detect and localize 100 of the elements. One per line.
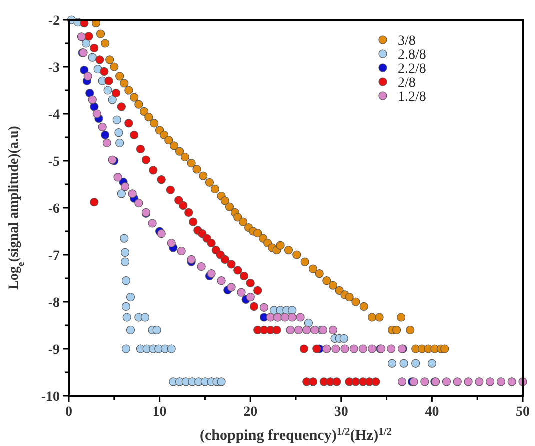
- point: [350, 344, 358, 354]
- point: [302, 326, 312, 334]
- point: [294, 326, 304, 334]
- point: [340, 344, 350, 354]
- point: [88, 53, 97, 62]
- legend-label: 3/8: [398, 34, 416, 49]
- point: [420, 378, 430, 386]
- y-tick-label: -4: [48, 108, 60, 123]
- x-tick-label: 10: [152, 405, 167, 420]
- point: [288, 306, 297, 315]
- point: [88, 96, 97, 104]
- point: [322, 344, 332, 354]
- point: [387, 344, 396, 354]
- x-tick-label: 30: [334, 405, 348, 420]
- point: [442, 378, 452, 386]
- point: [134, 199, 144, 208]
- point: [280, 313, 290, 322]
- point: [80, 66, 89, 75]
- point: [328, 326, 338, 334]
- point: [260, 303, 269, 312]
- x-tick-label: 40: [425, 405, 440, 420]
- legend-label: 2/8: [398, 76, 416, 91]
- point: [475, 378, 484, 386]
- point: [157, 230, 166, 238]
- point: [82, 39, 91, 48]
- point: [117, 102, 126, 112]
- point: [130, 130, 139, 140]
- point: [84, 72, 92, 81]
- point: [114, 128, 124, 138]
- point: [94, 65, 102, 74]
- point: [122, 344, 131, 354]
- y-tick-label: -5: [48, 155, 60, 170]
- point: [400, 359, 408, 368]
- legend-label: 2.2/8: [398, 62, 426, 77]
- point: [122, 302, 131, 311]
- point: [149, 166, 158, 175]
- point: [126, 293, 136, 302]
- point: [177, 246, 186, 256]
- point: [189, 218, 198, 226]
- point: [84, 32, 94, 41]
- y-tick-label: -9: [48, 343, 60, 358]
- point: [101, 130, 110, 140]
- point: [368, 344, 377, 354]
- point: [304, 318, 314, 328]
- point: [166, 186, 175, 194]
- point: [167, 238, 176, 248]
- point: [310, 326, 320, 334]
- point: [217, 276, 226, 286]
- point: [508, 378, 516, 386]
- point: [102, 138, 112, 148]
- point: [104, 76, 114, 86]
- point: [412, 359, 420, 368]
- point: [496, 378, 506, 386]
- point: [167, 344, 176, 354]
- legend-label: 1.2/8: [398, 90, 426, 105]
- point: [246, 293, 255, 302]
- point: [112, 89, 121, 98]
- point: [148, 219, 157, 228]
- y-tick-label: -10: [41, 390, 60, 405]
- x-axis-title: (chopping frequency)$^{1/2}$(Hz)$^{1/2}$: [200, 426, 392, 444]
- point: [126, 326, 136, 334]
- point: [352, 378, 360, 386]
- point: [237, 288, 246, 297]
- point: [90, 44, 99, 52]
- point: [453, 378, 462, 386]
- legend-label: 2.8/8: [398, 48, 426, 63]
- point: [117, 190, 126, 198]
- point: [112, 116, 122, 124]
- point: [114, 173, 122, 182]
- x-tick-label: 0: [66, 405, 72, 420]
- point: [340, 334, 348, 343]
- point: [250, 302, 259, 311]
- point: [234, 266, 242, 275]
- point: [207, 238, 216, 248]
- point: [332, 378, 342, 386]
- point: [142, 156, 150, 164]
- x-tick-label: 50: [516, 405, 530, 420]
- y-tick-label: -3: [48, 61, 60, 76]
- point: [428, 359, 436, 368]
- point: [136, 144, 146, 154]
- point: [240, 272, 249, 280]
- y-tick-label: -8: [48, 296, 60, 311]
- point: [157, 176, 166, 184]
- point: [227, 260, 236, 269]
- point: [312, 344, 322, 354]
- y-tick-label: -2: [48, 14, 60, 29]
- point: [358, 344, 368, 354]
- point: [272, 326, 282, 334]
- point: [197, 262, 206, 272]
- point: [286, 326, 295, 334]
- point: [308, 378, 318, 386]
- point: [90, 198, 99, 207]
- point: [227, 283, 236, 292]
- point: [398, 378, 407, 386]
- point: [332, 344, 340, 354]
- point: [108, 96, 117, 104]
- point: [254, 286, 262, 296]
- point: [100, 67, 109, 76]
- point: [179, 201, 188, 210]
- point: [92, 110, 102, 118]
